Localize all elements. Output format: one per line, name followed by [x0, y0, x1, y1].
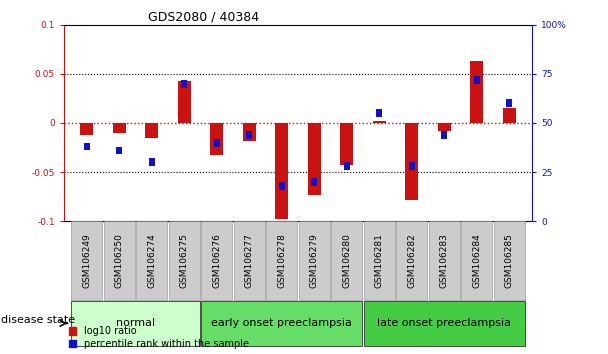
Bar: [181, 80, 187, 88]
FancyBboxPatch shape: [103, 221, 135, 300]
Text: GSM106274: GSM106274: [147, 233, 156, 288]
FancyBboxPatch shape: [168, 221, 200, 300]
Text: GDS2080 / 40384: GDS2080 / 40384: [148, 11, 259, 24]
Bar: [210, 123, 223, 155]
Bar: [506, 99, 512, 107]
Bar: [80, 123, 93, 135]
Bar: [145, 123, 158, 138]
Text: GSM106275: GSM106275: [179, 233, 188, 288]
Bar: [376, 109, 382, 117]
FancyBboxPatch shape: [201, 221, 232, 300]
Text: GSM106276: GSM106276: [212, 233, 221, 288]
FancyBboxPatch shape: [364, 301, 525, 346]
FancyBboxPatch shape: [331, 221, 362, 300]
Bar: [243, 123, 255, 141]
Bar: [503, 108, 516, 123]
Bar: [275, 123, 288, 219]
Bar: [409, 162, 415, 170]
Text: GSM106281: GSM106281: [375, 233, 384, 288]
Text: late onset preeclampsia: late onset preeclampsia: [377, 318, 511, 329]
Text: GSM106278: GSM106278: [277, 233, 286, 288]
Text: GSM106249: GSM106249: [82, 233, 91, 288]
FancyBboxPatch shape: [71, 221, 102, 300]
Text: GSM106279: GSM106279: [309, 233, 319, 288]
FancyBboxPatch shape: [494, 221, 525, 300]
Bar: [438, 123, 451, 131]
Text: GSM106285: GSM106285: [505, 233, 514, 288]
Bar: [116, 147, 122, 154]
FancyBboxPatch shape: [396, 221, 427, 300]
Bar: [278, 182, 285, 190]
FancyBboxPatch shape: [201, 301, 362, 346]
Text: GSM106282: GSM106282: [407, 233, 416, 288]
FancyBboxPatch shape: [461, 221, 492, 300]
Text: GSM106284: GSM106284: [472, 233, 481, 288]
Bar: [405, 123, 418, 200]
Legend: log10 ratio, percentile rank within the sample: log10 ratio, percentile rank within the …: [69, 326, 249, 349]
Bar: [84, 143, 89, 150]
FancyBboxPatch shape: [429, 221, 460, 300]
Bar: [373, 121, 385, 123]
FancyBboxPatch shape: [299, 221, 330, 300]
Text: GSM106280: GSM106280: [342, 233, 351, 288]
Bar: [214, 139, 219, 147]
Bar: [340, 123, 353, 165]
Text: early onset preeclampsia: early onset preeclampsia: [211, 318, 352, 329]
Bar: [149, 158, 154, 166]
Bar: [308, 123, 320, 195]
Bar: [178, 81, 191, 123]
Bar: [344, 162, 350, 170]
Text: normal: normal: [116, 318, 155, 329]
Text: GSM106277: GSM106277: [244, 233, 254, 288]
Text: GSM106250: GSM106250: [115, 233, 123, 288]
FancyBboxPatch shape: [266, 221, 297, 300]
Text: GSM106283: GSM106283: [440, 233, 449, 288]
Bar: [441, 131, 447, 139]
Bar: [311, 178, 317, 186]
Bar: [246, 131, 252, 139]
FancyBboxPatch shape: [136, 221, 167, 300]
FancyBboxPatch shape: [71, 301, 200, 346]
FancyBboxPatch shape: [233, 221, 264, 300]
Bar: [470, 61, 483, 123]
Text: disease state: disease state: [1, 315, 75, 325]
Bar: [112, 123, 126, 133]
Bar: [474, 76, 480, 84]
FancyBboxPatch shape: [364, 221, 395, 300]
